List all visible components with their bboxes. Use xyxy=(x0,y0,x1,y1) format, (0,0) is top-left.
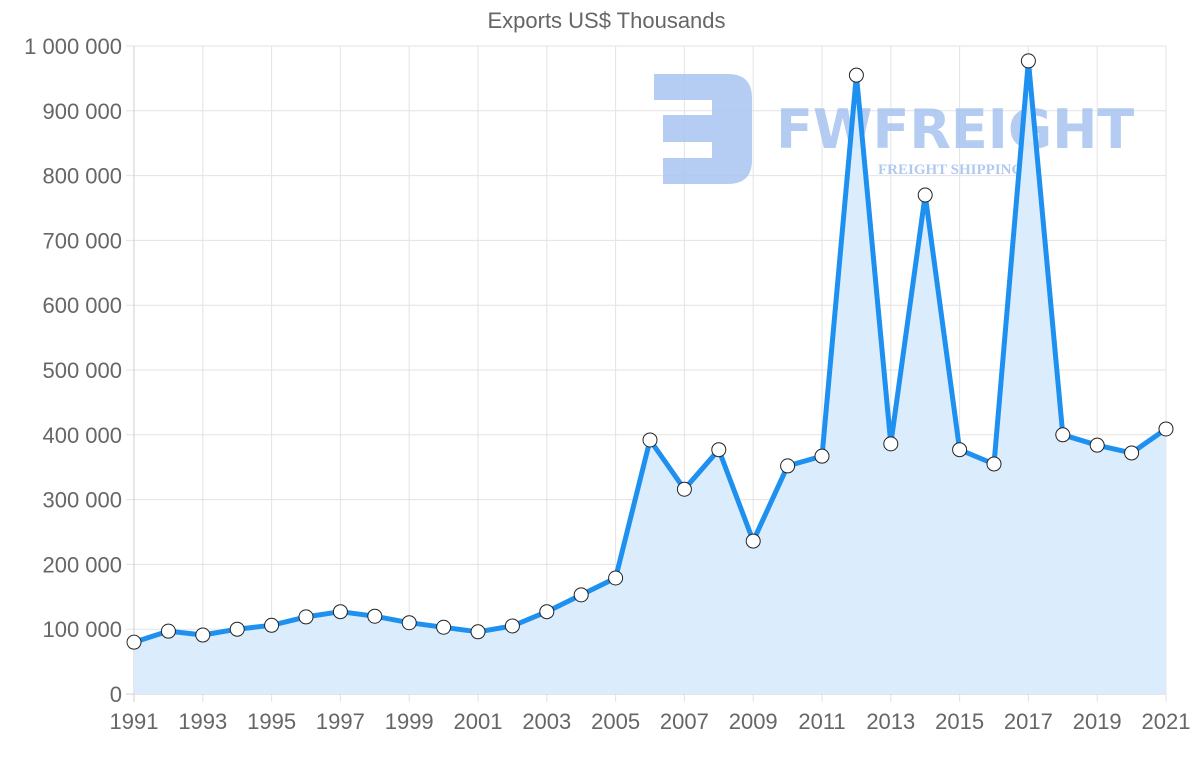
data-point[interactable]: 2003: 127000 xyxy=(539,604,555,620)
data-point[interactable]: 2021: 409000 xyxy=(1158,421,1174,437)
watermark-brand: FWFREIGHT xyxy=(776,98,1134,161)
x-tick-label: 2011 xyxy=(798,709,845,734)
y-tick-label: 1 000 000 xyxy=(24,34,122,59)
y-tick-label: 900 000 xyxy=(42,99,122,124)
data-point[interactable]: 1999: 110000 xyxy=(401,615,417,631)
watermark-tagline: FREIGHT SHIPPING xyxy=(878,162,1023,178)
y-tick-label: 500 000 xyxy=(42,358,122,383)
data-point[interactable]: 2008: 377000 xyxy=(711,442,727,458)
y-tick-label: 0 xyxy=(110,682,122,707)
x-tick-label: 1991 xyxy=(110,709,159,734)
y-tick-label: 400 000 xyxy=(42,423,122,448)
data-point[interactable]: 2009: 236000 xyxy=(745,533,761,549)
data-point[interactable]: 1998: 120000 xyxy=(367,608,383,624)
data-point[interactable]: 2002: 105000 xyxy=(504,618,520,634)
x-tick-label: 2015 xyxy=(935,709,984,734)
x-tick-label: 1999 xyxy=(385,709,434,734)
data-point[interactable]: 2016: 355000 xyxy=(986,456,1002,472)
data-point[interactable]: 2007: 316000 xyxy=(676,481,692,497)
data-point[interactable]: 2014: 770000 xyxy=(917,187,933,203)
y-tick-label: 200 000 xyxy=(42,552,122,577)
data-point[interactable]: 2006: 392000 xyxy=(642,432,658,448)
x-axis-ticks: 1991 1993 1995 1997 1999 2001 2003 2005 2007 2009… xyxy=(110,709,1191,734)
data-point[interactable]: 2004: 153000 xyxy=(573,587,589,603)
x-tick-label: 2001 xyxy=(454,709,503,734)
data-point[interactable]: 2017: 977000 xyxy=(1020,53,1036,69)
x-tick-label: 2005 xyxy=(591,709,640,734)
x-tick-label: 1993 xyxy=(178,709,227,734)
data-point[interactable]: 2011: 367000 xyxy=(814,448,830,464)
y-tick-label: 600 000 xyxy=(42,293,122,318)
x-tick-label: 2017 xyxy=(1004,709,1053,734)
x-tick-label: 2007 xyxy=(660,709,709,734)
x-tick-label: 1997 xyxy=(316,709,365,734)
data-point[interactable]: 2015: 377000 xyxy=(952,442,968,458)
data-point[interactable]: 2012: 955000 xyxy=(848,67,864,83)
x-tick-label: 2013 xyxy=(866,709,915,734)
data-point[interactable]: 2019: 384000 xyxy=(1089,437,1105,453)
fwfreight-watermark: FWFREIGHT FREIGHT SHIPPING xyxy=(654,74,1134,184)
y-tick-label: 700 000 xyxy=(42,228,122,253)
data-point[interactable]: 1997: 127000 xyxy=(332,604,348,620)
data-point[interactable]: 2020: 372000 xyxy=(1124,445,1140,461)
area-fill xyxy=(134,60,1166,694)
y-axis-ticks: 0 100 000 200 000 300 000 400 000 500 000 600 … xyxy=(24,34,122,707)
data-point[interactable]: 2005: 179000 xyxy=(608,570,624,586)
x-tick-label: 2003 xyxy=(522,709,571,734)
logo-icon xyxy=(654,74,752,184)
x-tick-label: 2021 xyxy=(1142,709,1191,734)
chart-title: Exports US$ Thousands xyxy=(487,8,726,33)
data-point[interactable]: 1992: 97000 xyxy=(160,623,176,639)
data-point[interactable]: 1993: 91000 xyxy=(195,627,211,643)
y-tick-label: 300 000 xyxy=(42,488,122,513)
data-point[interactable]: 2013: 386000 xyxy=(883,436,899,452)
data-point[interactable]: 2001: 96000 xyxy=(470,624,486,640)
data-point[interactable]: 1996: 119000 xyxy=(298,609,314,625)
y-tick-label: 100 000 xyxy=(42,617,122,642)
x-tick-label: 2009 xyxy=(729,709,778,734)
data-point[interactable]: 1995: 106000 xyxy=(264,617,280,633)
x-tick-label: 2019 xyxy=(1073,709,1122,734)
data-point[interactable]: 2010: 352000 xyxy=(780,458,796,474)
x-tick-label: 1995 xyxy=(247,709,296,734)
y-tick-label: 800 000 xyxy=(42,164,122,189)
